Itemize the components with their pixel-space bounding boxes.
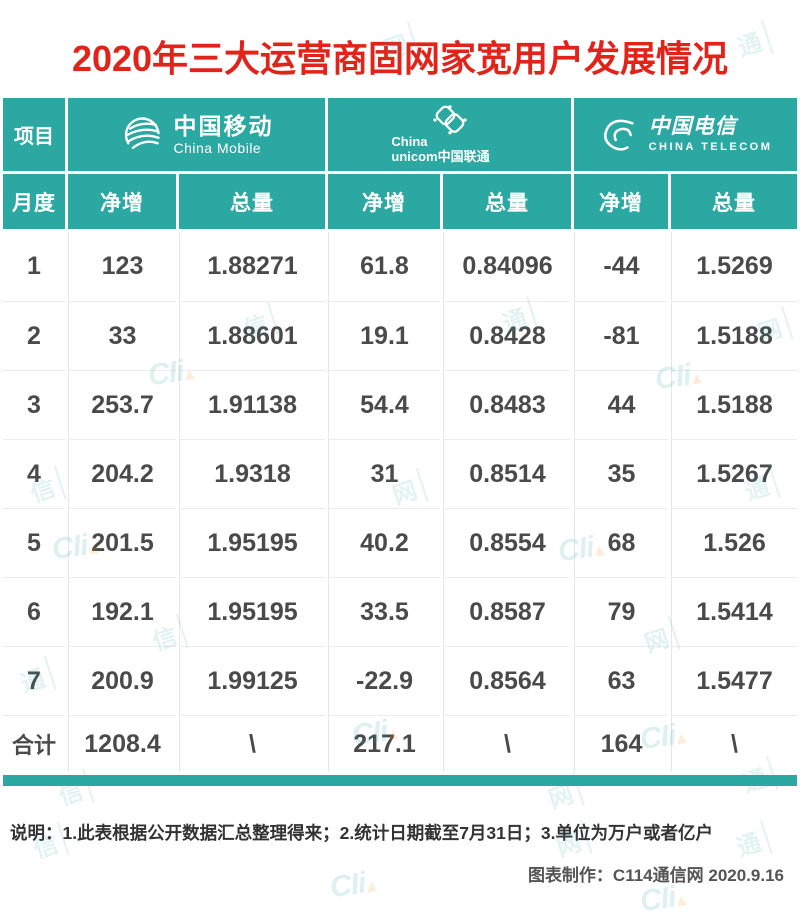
- month-cell: 6: [3, 577, 65, 646]
- china-mobile-header-cell: 中国移动 China Mobile: [68, 98, 325, 171]
- value-cell: 79: [574, 577, 668, 646]
- value-cell: 1.9318: [179, 439, 325, 508]
- value-cell: \: [443, 715, 571, 772]
- value-cell: -22.9: [328, 646, 440, 715]
- cu-net-header: 净增: [328, 174, 440, 229]
- cu-total-header: 总量: [443, 174, 571, 229]
- china-unicom-en-top: China: [391, 134, 428, 150]
- value-cell: 204.2: [68, 439, 176, 508]
- value-cell: 31: [328, 439, 440, 508]
- month-cell: 3: [3, 370, 65, 439]
- month-cell: 4: [3, 439, 65, 508]
- month-cell: 合计: [3, 715, 65, 772]
- value-cell: 164: [574, 715, 668, 772]
- china-unicom-icon: [432, 105, 467, 135]
- value-cell: 0.8587: [443, 577, 571, 646]
- value-cell: 1.5269: [671, 232, 797, 301]
- value-cell: -44: [574, 232, 668, 301]
- value-cell: 1.5477: [671, 646, 797, 715]
- credit-line: 图表制作：C114通信网 2020.9.16: [527, 866, 784, 885]
- value-cell: -81: [574, 301, 668, 370]
- value-cell: 1.5188: [671, 301, 797, 370]
- value-cell: 201.5: [68, 508, 176, 577]
- table-header: 项目 中国移动 China Mobile: [3, 98, 797, 229]
- value-cell: \: [179, 715, 325, 772]
- value-cell: 123: [68, 232, 176, 301]
- value-cell: 33: [68, 301, 176, 370]
- china-unicom-en-bottom: unicom中国联通: [391, 148, 490, 164]
- month-cell: 5: [3, 508, 65, 577]
- china-telecom-logo: 中国电信 CHINA TELECOM: [599, 115, 773, 155]
- corner-header-cell: 项目: [3, 98, 65, 171]
- china-mobile-en: China Mobile: [173, 139, 262, 156]
- china-unicom-zh: 中国联通: [437, 148, 490, 164]
- value-cell: 1.95195: [179, 577, 325, 646]
- value-cell: 0.84096: [443, 232, 571, 301]
- value-cell: 0.8564: [443, 646, 571, 715]
- china-unicom-logo: China unicom中国联通: [391, 105, 490, 164]
- value-cell: 217.1: [328, 715, 440, 772]
- infographic-page: 2020年三大运营商固网家宽用户发展情况 项目 中国移动: [0, 19, 800, 918]
- china-unicom-header-cell: China unicom中国联通: [328, 98, 571, 171]
- value-cell: 192.1: [68, 577, 176, 646]
- value-cell: 1.5188: [671, 370, 797, 439]
- value-cell: 1.526: [671, 508, 797, 577]
- china-telecom-header-cell: 中国电信 CHINA TELECOM: [574, 98, 797, 171]
- month-cell: 7: [3, 646, 65, 715]
- china-telecom-zh: 中国电信: [648, 115, 737, 139]
- value-cell: 0.8514: [443, 439, 571, 508]
- china-telecom-icon: [603, 119, 634, 151]
- corner-label: 项目: [14, 126, 54, 148]
- value-cell: 40.2: [328, 508, 440, 577]
- value-cell: 33.5: [328, 577, 440, 646]
- month-cell: 2: [3, 301, 65, 370]
- value-cell: 68: [574, 508, 668, 577]
- broadband-table: 项目 中国移动 China Mobile: [3, 98, 797, 786]
- china-mobile-logo: 中国移动 China Mobile: [120, 113, 274, 157]
- page-title: 2020年三大运营商固网家宽用户发展情况: [71, 38, 729, 79]
- value-cell: 44: [574, 370, 668, 439]
- china-mobile-icon: [124, 116, 160, 149]
- value-cell: 200.9: [68, 646, 176, 715]
- cm-net-header: 净增: [68, 174, 176, 229]
- table-bottom-bar: [3, 775, 797, 786]
- value-cell: 1.95195: [179, 508, 325, 577]
- month-header-cell: 月度: [3, 174, 65, 229]
- value-cell: 35: [574, 439, 668, 508]
- footnote: 说明：1.此表根据公开数据汇总整理得来；2.统计日期截至7月31日；3.单位为万…: [10, 823, 713, 843]
- china-mobile-zh: 中国移动: [173, 113, 274, 140]
- value-cell: 1.5267: [671, 439, 797, 508]
- table-body: 1 123 1.88271 61.8 0.84096 -44 1.5269 2 33 1.8860…: [3, 232, 797, 772]
- value-cell: 1.99125: [179, 646, 325, 715]
- value-cell: 1.88271: [179, 232, 325, 301]
- value-cell: 61.8: [328, 232, 440, 301]
- value-cell: 253.7: [68, 370, 176, 439]
- ct-net-header: 净增: [574, 174, 668, 229]
- value-cell: 1.5414: [671, 577, 797, 646]
- value-cell: \: [671, 715, 797, 772]
- value-cell: 1208.4: [68, 715, 176, 772]
- value-cell: 54.4: [328, 370, 440, 439]
- ct-total-header: 总量: [671, 174, 797, 229]
- value-cell: 63: [574, 646, 668, 715]
- value-cell: 0.8554: [443, 508, 571, 577]
- value-cell: 19.1: [328, 301, 440, 370]
- cm-total-header: 总量: [179, 174, 325, 229]
- month-cell: 1: [3, 232, 65, 301]
- value-cell: 0.8483: [443, 370, 571, 439]
- value-cell: 1.91138: [179, 370, 325, 439]
- value-cell: 0.8428: [443, 301, 571, 370]
- value-cell: 1.88601: [179, 301, 325, 370]
- china-telecom-en: CHINA TELECOM: [648, 141, 773, 154]
